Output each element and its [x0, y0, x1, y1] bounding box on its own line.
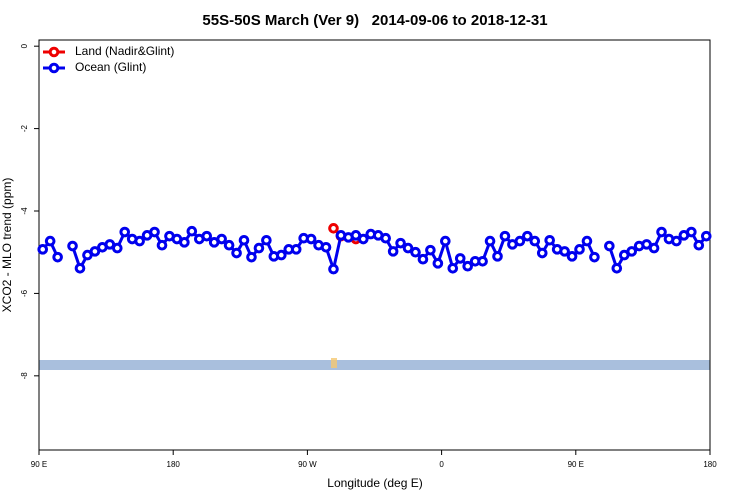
data-point	[700, 230, 712, 242]
legend-label: Land (Nadir&Glint)	[75, 44, 174, 58]
y-tick-label: -8	[20, 372, 29, 380]
chart-title: 55S-50S March (Ver 9) 2014-09-06 to 2018…	[202, 12, 547, 29]
x-tick-label: 90 E	[31, 460, 47, 469]
data-point	[380, 232, 391, 244]
data-point	[111, 242, 123, 254]
data-point	[387, 246, 399, 257]
data-point	[290, 244, 302, 255]
data-point	[544, 234, 556, 246]
data-point	[253, 242, 265, 254]
data-point	[432, 258, 444, 269]
data-point	[626, 246, 638, 257]
data-point	[581, 235, 593, 247]
data-point	[454, 253, 466, 264]
data-point	[484, 235, 496, 247]
data-point	[559, 246, 570, 257]
data-point	[89, 246, 101, 257]
data-point	[186, 225, 198, 237]
data-point	[447, 262, 459, 274]
data-point	[499, 230, 511, 242]
data-point	[179, 237, 190, 248]
data-point	[358, 233, 369, 245]
data-point	[328, 223, 339, 234]
y-tick-label: -2	[20, 124, 29, 132]
data-point	[566, 251, 578, 262]
y-axis-label: XCO2 - MLO trend (ppm)	[0, 178, 14, 313]
data-point	[425, 244, 436, 256]
legend-label: Ocean (Glint)	[75, 60, 146, 74]
legend-marker	[48, 46, 60, 58]
data-point	[216, 233, 227, 245]
data-point	[648, 242, 660, 254]
data-point	[574, 244, 585, 255]
data-point	[417, 253, 429, 265]
data-point	[74, 262, 86, 274]
data-point	[522, 230, 533, 242]
data-point	[305, 233, 317, 245]
data-point	[529, 235, 541, 247]
data-point	[395, 237, 406, 249]
data-point	[671, 235, 682, 247]
map-strip	[39, 360, 710, 370]
data-point	[589, 251, 600, 263]
data-point	[134, 235, 145, 247]
data-point	[656, 226, 667, 238]
data-point	[686, 226, 697, 238]
data-point	[320, 241, 332, 253]
data-point	[410, 246, 421, 258]
data-point	[693, 239, 705, 251]
data-point	[261, 234, 272, 246]
data-point	[67, 240, 78, 252]
data-point	[536, 247, 548, 259]
x-tick-label: 0	[439, 460, 444, 469]
data-point	[223, 239, 235, 251]
data-point	[238, 234, 250, 246]
data-point	[44, 235, 56, 247]
x-axis-label: Longitude (deg E)	[327, 476, 422, 490]
data-point	[514, 235, 526, 247]
data-point	[231, 247, 242, 259]
data-point	[201, 230, 213, 242]
x-tick-label: 90 W	[298, 460, 317, 469]
plot-frame	[38, 39, 711, 451]
data-point	[462, 260, 473, 272]
data-point	[328, 263, 339, 275]
data-point	[149, 226, 160, 238]
y-tick-label: -4	[20, 207, 29, 215]
data-point	[246, 251, 257, 263]
data-point	[492, 251, 503, 262]
map-land	[331, 358, 337, 368]
x-tick-label: 180	[703, 460, 717, 469]
data-point	[604, 240, 615, 252]
x-tick-label: 90 E	[568, 460, 584, 469]
data-point	[276, 249, 287, 261]
data-point	[37, 244, 49, 255]
legend-marker	[48, 62, 60, 74]
y-tick-label: -6	[20, 289, 29, 297]
data-point	[156, 239, 168, 251]
data-point	[402, 242, 414, 254]
data-point	[52, 251, 63, 263]
x-tick-label: 180	[167, 460, 181, 469]
data-point	[611, 262, 623, 274]
data-point	[440, 235, 451, 247]
data-point	[477, 255, 488, 267]
data-point	[119, 226, 131, 238]
y-tick-label: 0	[20, 43, 29, 48]
